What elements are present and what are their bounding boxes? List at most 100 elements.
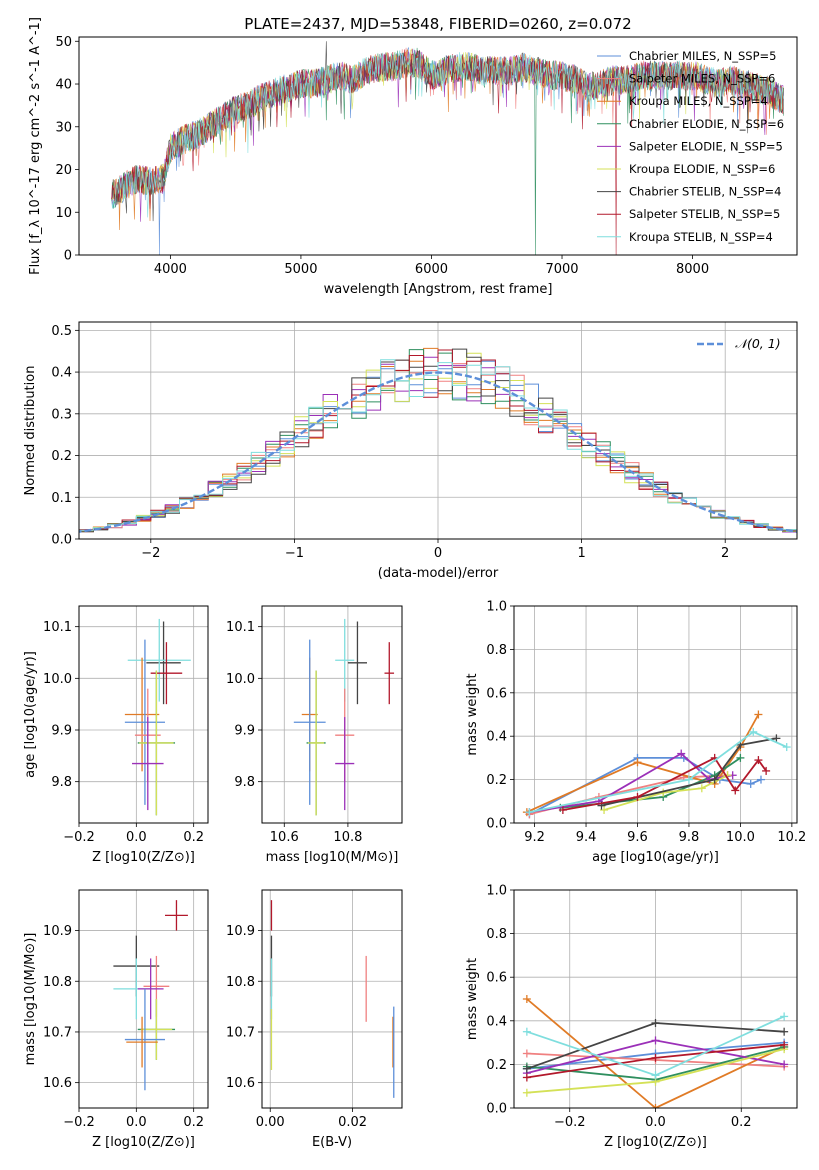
axes-frame: [78, 36, 798, 256]
residuals-panel: −2 −1 0 1 2 0.0 0.1 0.2 0.3 0.4 0.5 (data-model)/er…: [23, 321, 798, 581]
y-tick-label: 0.4: [486, 1014, 507, 1029]
x-tick-label: 9.2: [524, 830, 545, 845]
y-tick-label: 0: [64, 249, 72, 264]
legend-entry: Salpeter STELIB, N_SSP=5: [629, 207, 780, 221]
x-tick-label: 6000: [415, 262, 448, 277]
y-tick-label: 9.8: [51, 775, 72, 790]
x-tick-label: 2: [721, 546, 729, 561]
spectrum-line: [111, 48, 784, 218]
x-axis-label: Z [log10(Z/Z⊙)]: [604, 1135, 707, 1150]
x-tick-label: 10.6: [270, 830, 299, 845]
y-tick-label: 1.0: [486, 884, 507, 899]
plot-area: [522, 710, 791, 819]
y-tick-label: 50: [55, 35, 72, 50]
y-tick-label: 20: [55, 163, 72, 178]
legend-entry: 𝒩(0, 1): [735, 336, 781, 351]
x-axis-label: E(B-V): [312, 1135, 352, 1150]
y-tick-label: 10.7: [226, 1025, 255, 1040]
y-axis-label: age [log10(age/yr)]: [23, 651, 38, 778]
x-tick-label: −0.2: [63, 1115, 95, 1130]
legend-entry: Kroupa ELODIE, N_SSP=6: [629, 162, 775, 176]
axes-frame: [261, 605, 403, 824]
y-tick-label: 10.1: [226, 620, 255, 635]
x-tick-label: 10.8: [333, 830, 362, 845]
legend-entry: Salpeter ELODIE, N_SSP=5: [629, 139, 783, 153]
x-axis-label: wavelength [Angstrom, rest frame]: [324, 282, 553, 297]
axes-frame: [78, 889, 209, 1109]
x-tick-label: 4000: [154, 262, 187, 277]
x-tick-label: 0: [434, 546, 442, 561]
y-tick-label: 10.9: [226, 924, 255, 939]
plot-area: [270, 900, 395, 1098]
y-tick-label: 1.0: [486, 600, 507, 615]
x-axis-label: Z [log10(Z/Z⊙)]: [92, 850, 195, 865]
y-tick-label: 0.8: [486, 643, 507, 658]
x-axis-label: Z [log10(Z/Z⊙)]: [92, 1135, 195, 1150]
x-tick-label: 0.0: [645, 1115, 666, 1130]
y-tick-label: 10.6: [43, 1076, 72, 1091]
y-tick-label: 0.6: [486, 971, 507, 986]
weight-line: [526, 998, 785, 1108]
axes-frame: [78, 321, 798, 540]
y-tick-label: 0.3: [51, 407, 72, 422]
y-tick-label: 10.8: [226, 975, 255, 990]
weight-line: [529, 730, 788, 813]
y-tick-label: 10: [55, 206, 72, 221]
axes-frame: [513, 605, 798, 824]
weight-line: [601, 737, 777, 807]
y-tick-label: 0.4: [51, 366, 72, 381]
massweight-vs-metallicity-panel: −0.2 0.0 0.2 0.0 0.2 0.4 0.6 0.8 1.0 Z [log10(Z/Z…: [465, 884, 798, 1150]
x-axis-label: mass [log10(M/M⊙)]: [266, 850, 399, 865]
x-tick-label: 9.4: [576, 830, 597, 845]
x-tick-label: 0.0: [126, 830, 147, 845]
legend-entry: Kroupa STELIB, N_SSP=4: [629, 230, 773, 244]
y-tick-label: 9.9: [51, 724, 72, 739]
legend-entry: Salpeter MILES, N_SSP=6: [629, 72, 775, 86]
y-tick-label: 0.0: [51, 533, 72, 548]
y-tick-label: 10.6: [226, 1076, 255, 1091]
x-tick-label: 0.00: [256, 1115, 285, 1130]
weight-line: [528, 757, 762, 816]
y-tick-label: 10.1: [43, 620, 72, 635]
legend-entry: Kroupa MILES, N_SSP=4: [629, 94, 768, 108]
plot-area: [124, 618, 191, 816]
y-tick-label: 0.4: [486, 730, 507, 745]
x-tick-label: 0.2: [183, 1115, 204, 1130]
mass-vs-metallicity-panel: −0.2 0.0 0.2 10.6 10.7 10.8 10.9 Z [log10(Z/Z⊙)…: [23, 889, 209, 1150]
x-tick-label: 8000: [676, 262, 709, 277]
spectrum-panel: 4000 5000 6000 7000 8000 0 10 20 30 40 50 wavelengt…: [28, 17, 798, 297]
x-tick-label: 5000: [284, 262, 317, 277]
plot-area: [111, 41, 784, 255]
plot-area: [113, 900, 188, 1091]
spectrum-line: [111, 41, 784, 222]
x-tick-label: −1: [285, 546, 304, 561]
y-tick-label: 10.9: [43, 924, 72, 939]
age-vs-mass-panel: 10.6 10.8 9.8 9.9 10.0 10.1 mass [log10(M/M⊙)]: [226, 605, 403, 865]
y-tick-label: 10.7: [43, 1025, 72, 1040]
x-tick-label: −0.2: [63, 830, 95, 845]
y-tick-label: 10.0: [226, 672, 255, 687]
massweight-vs-age-panel: 9.2 9.4 9.6 9.8 10.0 10.2 0.0 0.2 0.4 0.6 0.8 1.0 ag…: [465, 600, 806, 866]
y-axis-label: mass [log10(M/M⊙)]: [23, 933, 38, 1066]
x-tick-label: −0.2: [554, 1115, 586, 1130]
axes-frame: [513, 889, 798, 1109]
y-tick-label: 0.1: [51, 491, 72, 506]
y-axis-label: Normed distribution: [23, 366, 38, 496]
y-tick-label: 0.0: [486, 1102, 507, 1117]
plot-area: [79, 347, 797, 534]
y-tick-label: 0.2: [486, 773, 507, 788]
normal-curve: [79, 371, 797, 533]
weight-line: [562, 756, 767, 811]
legend-entry: Chabrier ELODIE, N_SSP=6: [629, 117, 784, 131]
x-axis-label: age [log10(age/yr)]: [592, 850, 719, 865]
y-tick-label: 30: [55, 120, 72, 135]
y-axis-label: mass weight: [465, 673, 480, 755]
x-tick-label: 0.2: [183, 830, 204, 845]
x-tick-label: 10.0: [726, 830, 755, 845]
x-tick-label: 0.0: [126, 1115, 147, 1130]
y-tick-label: 9.8: [234, 775, 255, 790]
y-tick-label: 10.0: [43, 672, 72, 687]
plot-area: [522, 995, 789, 1108]
x-tick-label: 0.02: [338, 1115, 367, 1130]
